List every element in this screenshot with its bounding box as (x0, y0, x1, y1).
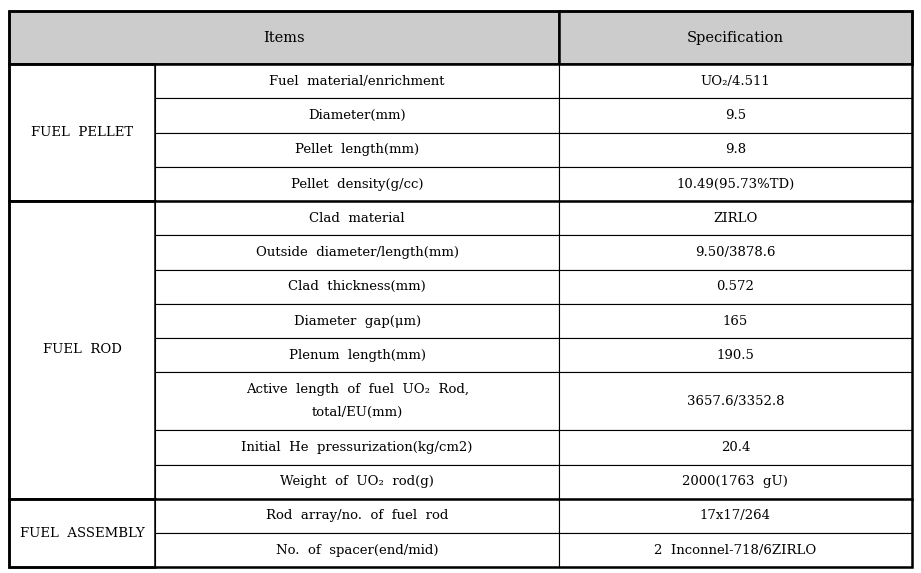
Text: No.  of  spacer(end/mid): No. of spacer(end/mid) (276, 544, 438, 556)
Bar (559, 465, 912, 499)
Text: total/EU(mm): total/EU(mm) (311, 406, 402, 419)
Text: 0.572: 0.572 (717, 280, 754, 293)
Text: 17x17/264: 17x17/264 (700, 509, 771, 523)
Bar (156, 338, 559, 372)
Text: 3657.6/3352.8: 3657.6/3352.8 (686, 395, 784, 408)
Text: FUEL  ROD: FUEL ROD (43, 343, 122, 356)
Text: FUEL  ASSEMBLY: FUEL ASSEMBLY (20, 527, 145, 540)
Text: Plenum  length(mm): Plenum length(mm) (288, 349, 426, 362)
Text: Pellet  density(g/cc): Pellet density(g/cc) (291, 178, 424, 191)
Text: 190.5: 190.5 (717, 349, 754, 362)
Bar (156, 304, 559, 338)
Text: 9.5: 9.5 (725, 109, 746, 122)
Text: 10.49(95.73%TD): 10.49(95.73%TD) (676, 178, 795, 191)
Bar (9, 201, 156, 499)
Bar (9, 64, 156, 201)
Text: FUEL  PELLET: FUEL PELLET (31, 126, 134, 139)
Text: Items: Items (263, 31, 305, 45)
Bar (156, 64, 559, 99)
Bar (156, 236, 559, 270)
Bar (156, 430, 559, 465)
Text: Rod  array/no.  of  fuel  rod: Rod array/no. of fuel rod (266, 509, 449, 523)
Text: Specification: Specification (687, 31, 784, 45)
Text: 165: 165 (723, 315, 748, 328)
Text: ZIRLO: ZIRLO (713, 212, 758, 225)
Bar (156, 499, 559, 533)
Bar (559, 236, 912, 270)
Bar (156, 99, 559, 133)
Bar (559, 372, 912, 430)
Bar (559, 430, 912, 465)
Bar (156, 465, 559, 499)
Text: Initial  He  pressurization(kg/cm2): Initial He pressurization(kg/cm2) (241, 441, 472, 454)
Bar (156, 201, 559, 236)
Bar (156, 270, 559, 304)
Text: Diameter  gap(μm): Diameter gap(μm) (294, 315, 421, 328)
Bar (9, 11, 559, 64)
Bar (559, 167, 912, 201)
Bar (559, 304, 912, 338)
Bar (559, 99, 912, 133)
Text: 2000(1763  gU): 2000(1763 gU) (682, 475, 788, 488)
Bar (559, 11, 912, 64)
Bar (559, 499, 912, 533)
Bar (559, 533, 912, 567)
Text: Active  length  of  fuel  UO₂  Rod,: Active length of fuel UO₂ Rod, (246, 383, 469, 397)
Bar (156, 167, 559, 201)
Bar (559, 201, 912, 236)
Text: Clad  thickness(mm): Clad thickness(mm) (288, 280, 426, 293)
Text: Pellet  length(mm): Pellet length(mm) (295, 143, 419, 156)
Text: Fuel  material/enrichment: Fuel material/enrichment (270, 75, 445, 88)
Bar (559, 133, 912, 167)
Text: 2  Inconnel-718/6ZIRLO: 2 Inconnel-718/6ZIRLO (654, 544, 816, 556)
Bar (559, 64, 912, 99)
Text: 9.50/3878.6: 9.50/3878.6 (695, 246, 775, 259)
Text: Weight  of  UO₂  rod(g): Weight of UO₂ rod(g) (280, 475, 434, 488)
Bar (156, 372, 559, 430)
Bar (156, 133, 559, 167)
Text: 20.4: 20.4 (720, 441, 750, 454)
Text: UO₂/4.511: UO₂/4.511 (701, 75, 770, 88)
Bar (156, 533, 559, 567)
Text: Diameter(mm): Diameter(mm) (309, 109, 406, 122)
Text: 9.8: 9.8 (725, 143, 746, 156)
Bar (559, 338, 912, 372)
Text: Outside  diameter/length(mm): Outside diameter/length(mm) (256, 246, 459, 259)
Bar (559, 270, 912, 304)
Text: Clad  material: Clad material (309, 212, 405, 225)
Bar (9, 499, 156, 567)
